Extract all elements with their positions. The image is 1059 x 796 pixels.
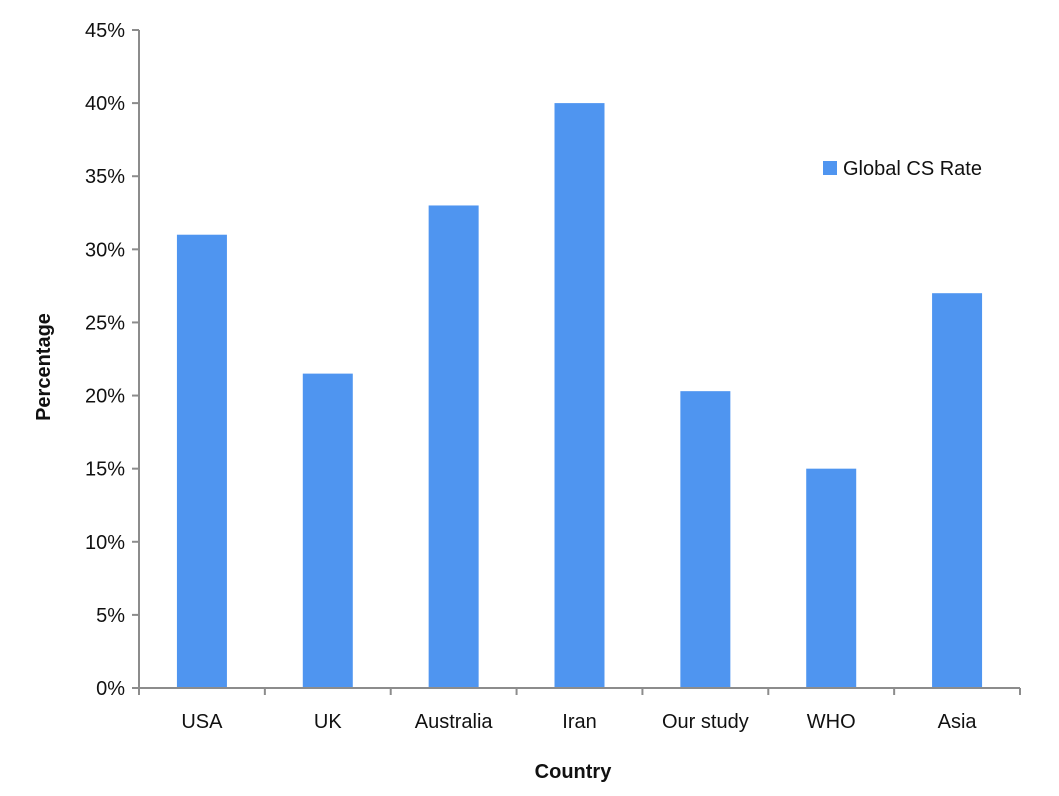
y-tick-label: 15% (85, 459, 125, 481)
bar-who (806, 468, 857, 688)
bar-asia (932, 293, 983, 688)
x-tick-label: Iran (562, 711, 596, 733)
y-tick-label: 40% (85, 93, 125, 115)
y-axis-ticks: 0% 5% 10% 15% 20% 25% 30% 35% 40% 45% (85, 20, 139, 700)
x-tick-label: Asia (938, 711, 978, 733)
x-tick-label: WHO (807, 711, 856, 733)
x-tick-label: UK (314, 711, 342, 733)
x-axis-title: Country (535, 761, 613, 783)
x-tick-label: USA (181, 711, 223, 733)
y-tick-label: 0% (96, 678, 125, 700)
y-tick-label: 35% (85, 166, 125, 188)
x-axis-ticks: USA UK Australia Iran Our study WHO Asia (138, 688, 1021, 733)
bar-iran (554, 103, 605, 689)
bar-usa (176, 234, 227, 688)
x-tick-label: Australia (415, 711, 494, 733)
bar-our-study (680, 391, 731, 688)
y-axis-title: Percentage (33, 313, 55, 421)
legend-swatch (823, 161, 837, 175)
y-tick-label: 10% (85, 532, 125, 554)
legend: Global CS Rate (823, 158, 982, 180)
bar-uk (302, 373, 353, 688)
y-tick-label: 20% (85, 386, 125, 408)
legend-label-global-cs-rate: Global CS Rate (843, 158, 982, 180)
bar-australia (428, 205, 479, 688)
y-tick-label: 45% (85, 20, 125, 42)
x-tick-label: Our study (662, 711, 749, 733)
y-tick-label: 5% (96, 605, 125, 627)
y-tick-label: 30% (85, 239, 125, 261)
y-tick-label: 25% (85, 312, 125, 334)
bars (176, 103, 983, 689)
